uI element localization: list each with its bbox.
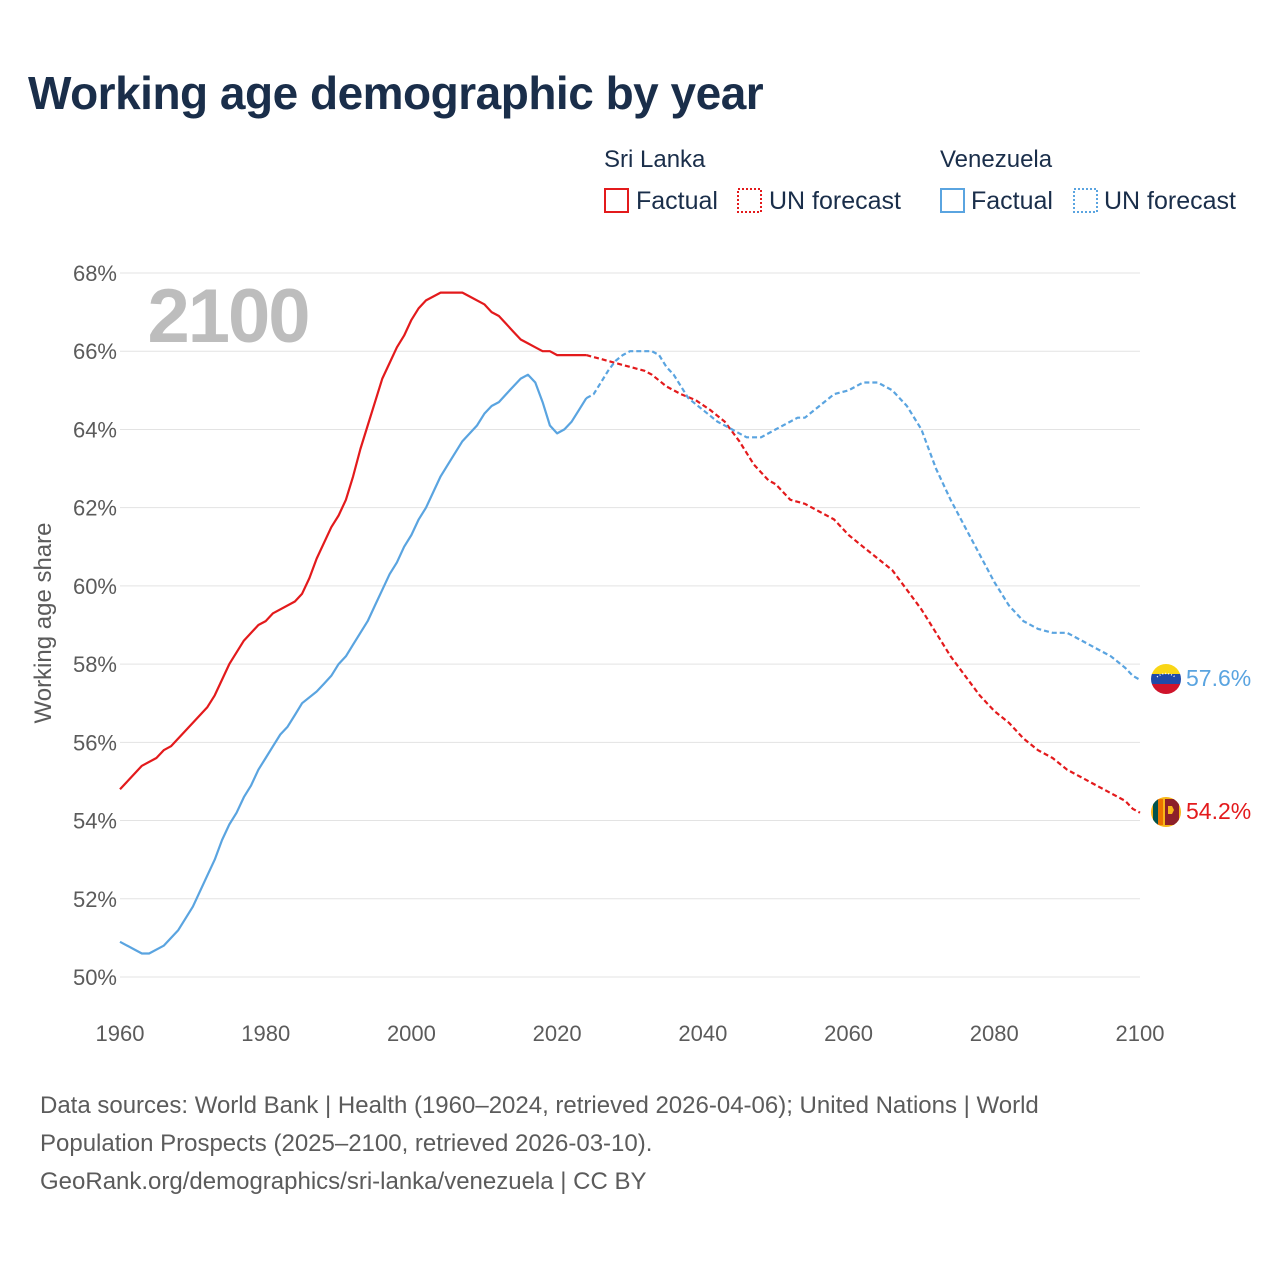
series-lines [119, 291, 1141, 955]
y-tick-label: 58% [73, 652, 117, 677]
x-tick-label: 2020 [533, 1021, 582, 1046]
y-tick-label: 60% [73, 574, 117, 599]
x-tick-label: 2000 [387, 1021, 436, 1046]
y-tick-label: 62% [73, 496, 117, 521]
x-tick-label: 2060 [824, 1021, 873, 1046]
x-tick-label: 2040 [678, 1021, 727, 1046]
y-tick-label: 56% [73, 730, 117, 755]
legend-label-venezuela-forecast: UN forecast [1104, 187, 1236, 215]
x-axis-ticks: 1960 1980 2000 2020 2040 2060 2080 2100 [96, 1021, 1165, 1046]
legend-group-sri-lanka: Sri Lanka [604, 146, 706, 173]
series-line-sri-lanka-factual [119, 291, 587, 791]
y-tick-label: 54% [73, 809, 117, 834]
x-tick-label: 1980 [241, 1021, 290, 1046]
year-overlay-label: 2100 [147, 274, 308, 359]
series-line-sri-lanka-forecast [586, 354, 1141, 814]
y-tick-label: 64% [73, 417, 117, 442]
sources-line-1: Data sources: World Bank | Health (1960–… [40, 1092, 1039, 1119]
y-tick-label: 50% [73, 965, 117, 990]
series-line-venezuela-factual [119, 373, 588, 955]
sri-lanka-flag-icon [1151, 797, 1181, 827]
sources-line-2: Population Prospects (2025–2100, retriev… [40, 1130, 653, 1157]
gridlines [120, 272, 1140, 978]
x-tick-label: 2080 [970, 1021, 1019, 1046]
legend-label-sri-lanka-factual: Factual [636, 187, 718, 215]
chart-title: Working age demographic by year [28, 67, 764, 119]
venezuela-end-value: 57.6% [1186, 665, 1251, 691]
series-line-venezuela-forecast [585, 350, 1141, 681]
data-sources-footer: Data sources: World Bank | Health (1960–… [40, 1087, 1240, 1201]
y-tick-label: 52% [73, 887, 117, 912]
legend-swatch-venezuela-forecast [1073, 188, 1098, 213]
x-tick-label: 1960 [96, 1021, 145, 1046]
legend[interactable]: Sri Lanka Factual UN forecast Venezuela … [604, 146, 1236, 215]
y-axis-label: Working age share [30, 523, 57, 724]
y-tick-label: 68% [73, 261, 117, 286]
legend-label-sri-lanka-forecast: UN forecast [769, 187, 901, 215]
legend-swatch-sri-lanka-factual [604, 188, 629, 213]
sri-lanka-end-value: 54.2% [1186, 798, 1251, 824]
sources-line-3[interactable]: GeoRank.org/demographics/sri-lanka/venez… [40, 1168, 647, 1195]
venezuela-flag-icon [1151, 664, 1181, 694]
x-tick-label: 2100 [1116, 1021, 1165, 1046]
legend-label-venezuela-factual: Factual [971, 187, 1053, 215]
y-tick-label: 66% [73, 339, 117, 364]
legend-swatch-sri-lanka-forecast [737, 188, 762, 213]
line-chart: Sri Lanka Factual UN forecast Venezuela … [30, 146, 1251, 1046]
legend-group-venezuela: Venezuela [940, 146, 1053, 173]
legend-swatch-venezuela-factual [940, 188, 965, 213]
y-axis-ticks: 50% 52% 54% 56% 58% 60% 62% 64% 66% 68% [73, 261, 117, 990]
